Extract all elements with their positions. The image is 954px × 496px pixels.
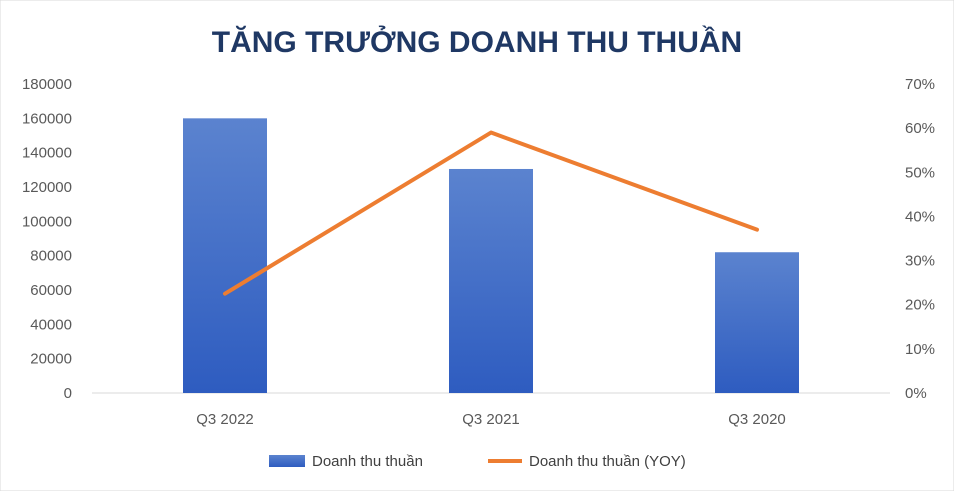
y-left-tick-label: 80000	[30, 248, 72, 265]
y-right-tick-label: 20%	[905, 297, 935, 314]
y-left-tick-label: 180000	[22, 76, 72, 93]
x-tick-label: Q3 2020	[728, 411, 786, 428]
x-tick-label: Q3 2021	[462, 411, 520, 428]
x-tick-label: Q3 2022	[196, 411, 254, 428]
y-right-tick-label: 70%	[905, 76, 935, 93]
y-left-tick-label: 120000	[22, 179, 72, 196]
y-left-tick-label: 60000	[30, 282, 72, 299]
legend-label-line: Doanh thu thuần (YOY)	[529, 453, 686, 470]
y-right-tick-label: 40%	[905, 208, 935, 225]
y-right-tick-label: 0%	[905, 385, 927, 402]
y-left-tick-label: 100000	[22, 213, 72, 230]
y-left-tick-label: 0	[64, 385, 72, 402]
y-right-tick-label: 50%	[905, 164, 935, 181]
y-left-tick-label: 140000	[22, 145, 72, 162]
y-right-tick-label: 30%	[905, 253, 935, 270]
y-right-tick-label: 60%	[905, 120, 935, 137]
chart-title: TĂNG TRƯỞNG DOANH THU THUẦN	[212, 25, 742, 59]
bar-doanh-thu-thuan	[183, 118, 267, 393]
y-left-tick-label: 40000	[30, 316, 72, 333]
y-right-tick-label: 10%	[905, 341, 935, 358]
legend-label-bar: Doanh thu thuần	[312, 453, 423, 470]
y-left-tick-label: 160000	[22, 110, 72, 127]
legend-swatch-bar	[269, 455, 305, 467]
y-left-tick-label: 20000	[30, 351, 72, 368]
bar-doanh-thu-thuan	[449, 169, 533, 393]
bar-doanh-thu-thuan	[715, 252, 799, 393]
